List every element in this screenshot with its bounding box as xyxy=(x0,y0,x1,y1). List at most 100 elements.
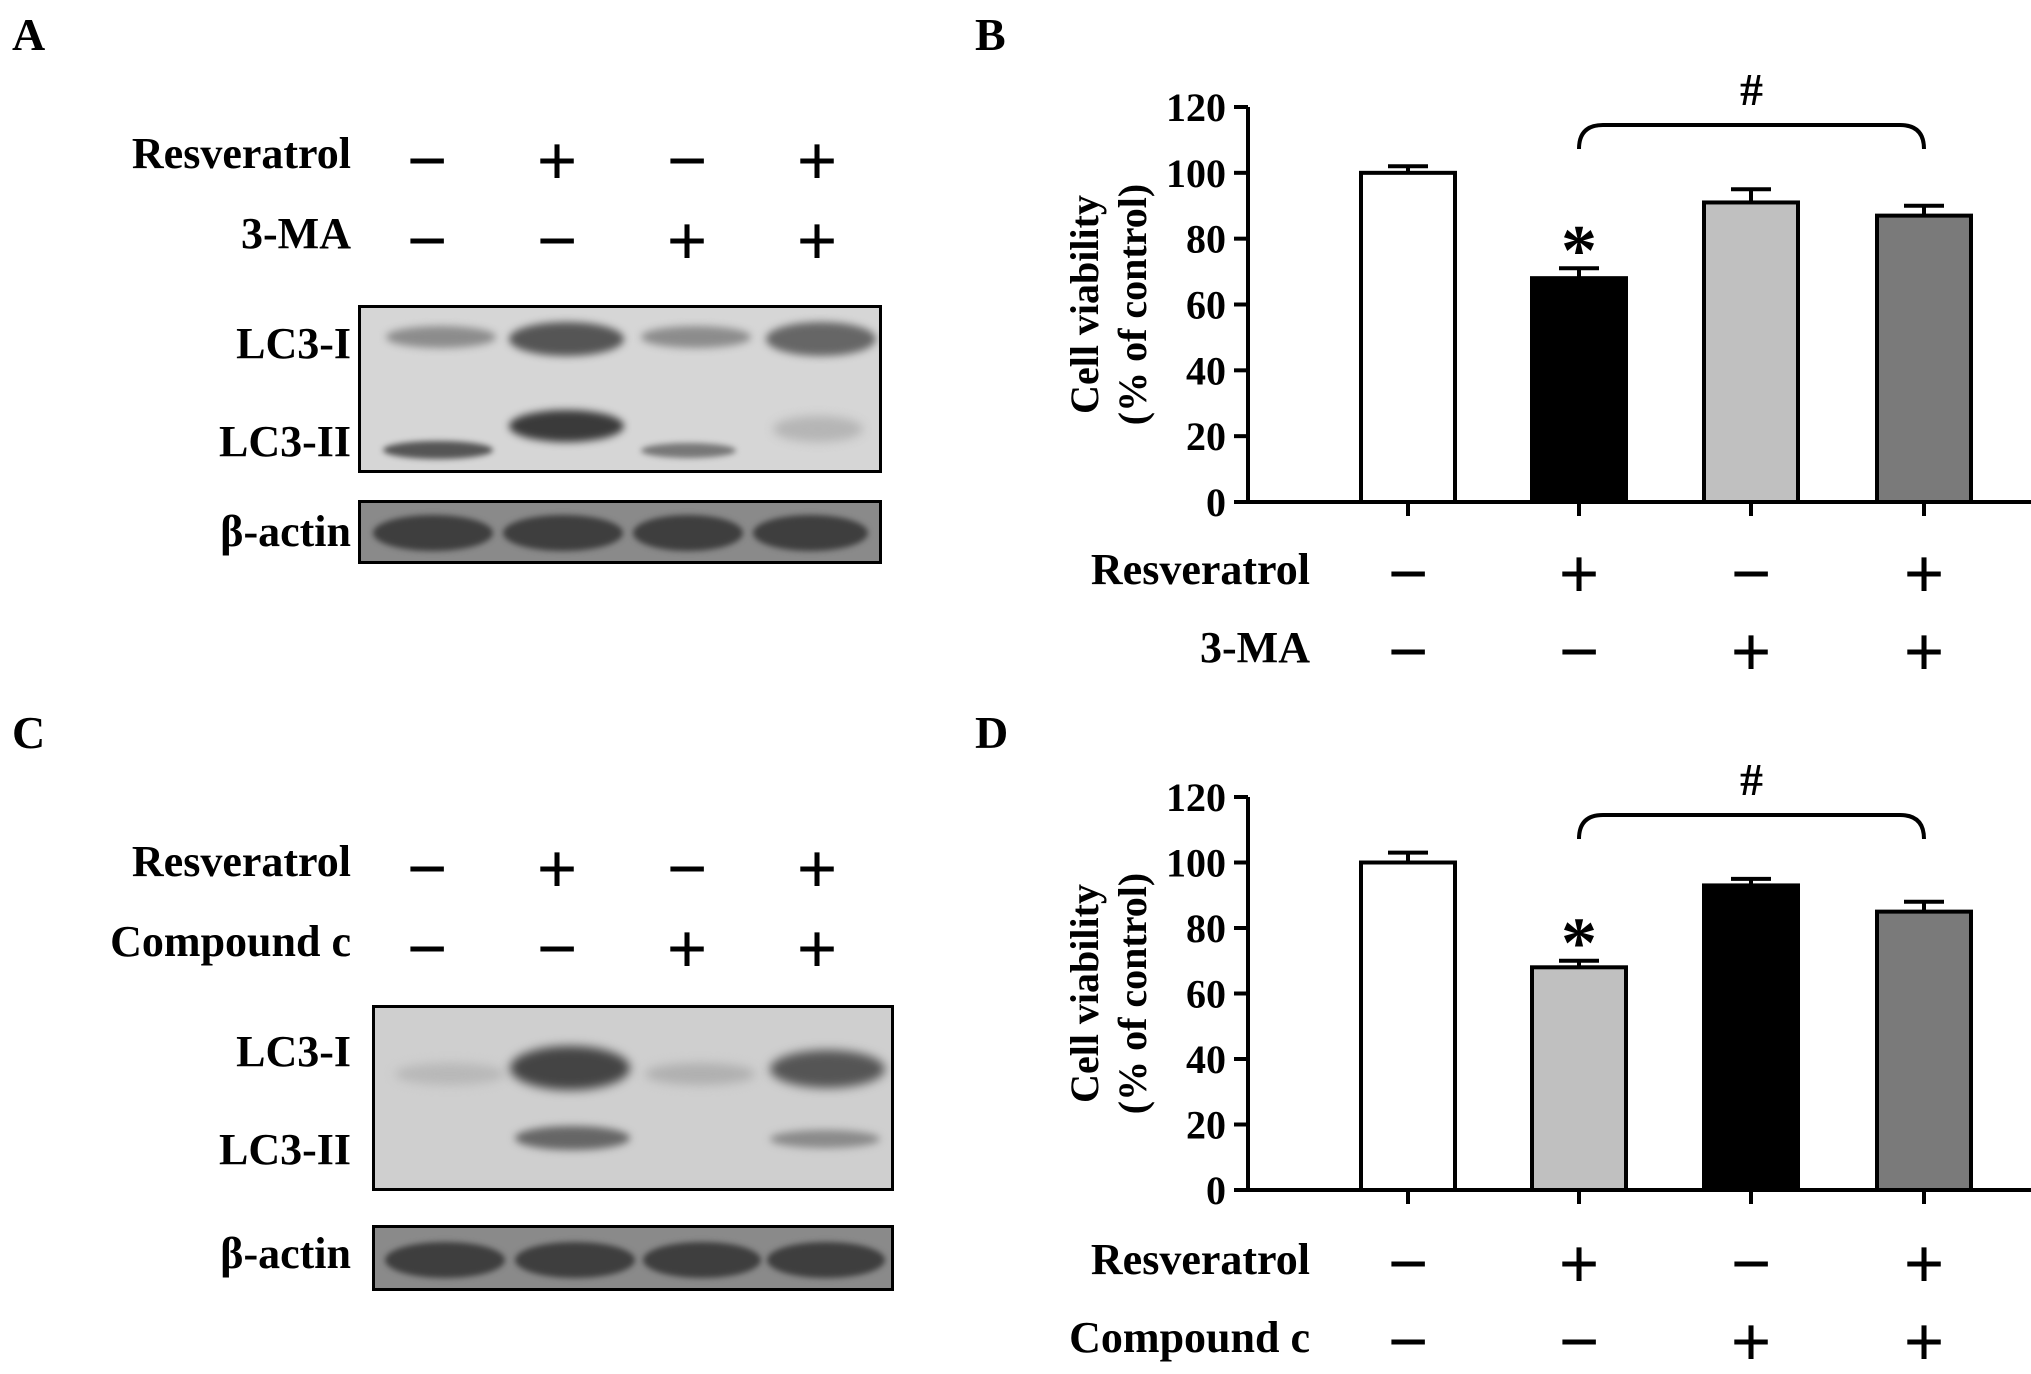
sign: + xyxy=(796,121,838,201)
western-blot-beta-actin xyxy=(372,1225,894,1291)
sign: + xyxy=(1903,534,1944,614)
y-tick-label: 40 xyxy=(1186,1037,1226,1082)
sign: + xyxy=(1558,1224,1599,1304)
significance-mark: * xyxy=(1561,210,1597,290)
sign: − xyxy=(666,121,708,201)
blot-band xyxy=(385,1242,505,1278)
blot-band xyxy=(515,1242,635,1278)
sign: − xyxy=(666,829,708,909)
panel-letter-d: D xyxy=(975,707,1009,758)
blot-band xyxy=(770,1050,885,1088)
blot-band xyxy=(515,1126,630,1150)
bar xyxy=(1530,965,1628,1192)
blot-band xyxy=(643,1242,761,1278)
blot-band xyxy=(386,326,496,348)
y-axis-label: (% of control) xyxy=(1110,184,1155,425)
condition-label: Resveratrol xyxy=(1091,1235,1310,1284)
y-tick-label: 120 xyxy=(1166,775,1226,820)
sign: − xyxy=(1387,1224,1428,1304)
sign: − xyxy=(1558,1302,1599,1374)
y-axis-label: Cell viability xyxy=(1062,195,1107,414)
panel-letter-a: A xyxy=(12,9,46,60)
y-tick-label: 0 xyxy=(1206,1168,1226,1213)
band-label-lc3-i: LC3-I xyxy=(236,319,351,368)
condition-label-compound-c: Compound c xyxy=(110,917,351,966)
sign: + xyxy=(666,201,708,281)
band-label-lc3-i: LC3-I xyxy=(236,1027,351,1076)
sign: + xyxy=(1730,612,1771,692)
blot-band xyxy=(773,416,863,442)
bar xyxy=(1359,170,1457,504)
sign: + xyxy=(1730,1302,1771,1374)
y-tick-label: 20 xyxy=(1186,1103,1226,1148)
bar xyxy=(1702,883,1800,1193)
band-label-lc3-ii: LC3-II xyxy=(218,417,351,466)
panel-letter-c: C xyxy=(12,707,46,758)
y-tick-label: 100 xyxy=(1166,151,1226,196)
sign: + xyxy=(796,829,838,909)
blot-band xyxy=(641,326,751,348)
sign: + xyxy=(536,829,578,909)
bar-chart-b: 0 20 40 60 80 100 120 Cell viability (% of contr… xyxy=(1062,64,2031,692)
blot-band xyxy=(767,1242,885,1278)
condition-label: Compound c xyxy=(1069,1313,1310,1362)
condition-label: Resveratrol xyxy=(1091,545,1310,594)
blot-band xyxy=(503,515,623,551)
sign: + xyxy=(666,909,708,989)
significance-mark: * xyxy=(1561,903,1597,983)
western-blot-lc3 xyxy=(358,305,882,473)
significance-bracket xyxy=(1577,813,1926,840)
condition-label-3ma: 3-MA xyxy=(241,209,351,258)
western-blot-lc3 xyxy=(372,1005,894,1191)
bracket-mark: # xyxy=(1740,64,1763,115)
western-blot-beta-actin xyxy=(358,500,882,564)
y-tick-label: 80 xyxy=(1186,906,1226,951)
sign: + xyxy=(1903,1302,1944,1374)
blot-band xyxy=(753,515,868,551)
sign: + xyxy=(1903,1224,1944,1304)
band-label-beta-actin: β-actin xyxy=(220,1229,351,1278)
bar xyxy=(1875,909,1973,1192)
bar xyxy=(1702,200,1800,504)
sign: − xyxy=(406,829,448,909)
sign: + xyxy=(796,909,838,989)
sign: − xyxy=(536,909,578,989)
sign: − xyxy=(1387,1302,1428,1374)
blot-band xyxy=(509,322,624,356)
blot-band xyxy=(770,1130,880,1148)
bar xyxy=(1875,213,1973,504)
y-tick-label: 60 xyxy=(1186,972,1226,1017)
sign: − xyxy=(1387,612,1428,692)
bracket-mark: # xyxy=(1740,754,1763,805)
condition-label-resveratrol: Resveratrol xyxy=(131,129,351,178)
significance-bracket xyxy=(1577,123,1926,150)
y-tick-label: 20 xyxy=(1186,414,1226,459)
y-tick-label: 0 xyxy=(1206,480,1226,525)
y-axis-label: (% of control) xyxy=(1110,873,1155,1114)
sign: + xyxy=(1903,612,1944,692)
blot-band xyxy=(395,1063,505,1085)
y-tick-label: 80 xyxy=(1186,217,1226,262)
sign: + xyxy=(1558,534,1599,614)
bar xyxy=(1530,276,1628,504)
sign: − xyxy=(1558,612,1599,692)
blot-band xyxy=(373,515,493,551)
sign: − xyxy=(1387,534,1428,614)
condition-label: 3-MA xyxy=(1200,623,1310,672)
blot-band xyxy=(383,441,493,459)
band-label-beta-actin: β-actin xyxy=(220,507,351,556)
sign: − xyxy=(406,201,448,281)
sign: + xyxy=(536,121,578,201)
blot-band xyxy=(641,443,736,458)
sign: + xyxy=(796,201,838,281)
blot-band xyxy=(510,1046,630,1090)
blot-band xyxy=(766,322,876,356)
sign: − xyxy=(406,909,448,989)
panel-letter-b: B xyxy=(975,9,1006,60)
band-label-lc3-ii: LC3-II xyxy=(218,1125,351,1174)
sign: − xyxy=(1730,534,1771,614)
sign: − xyxy=(1730,1224,1771,1304)
bar-chart-d: 0 20 40 60 80 100 120 Cell viability (% of contr… xyxy=(1062,754,2031,1374)
sign: − xyxy=(536,201,578,281)
y-tick-label: 120 xyxy=(1166,85,1226,130)
